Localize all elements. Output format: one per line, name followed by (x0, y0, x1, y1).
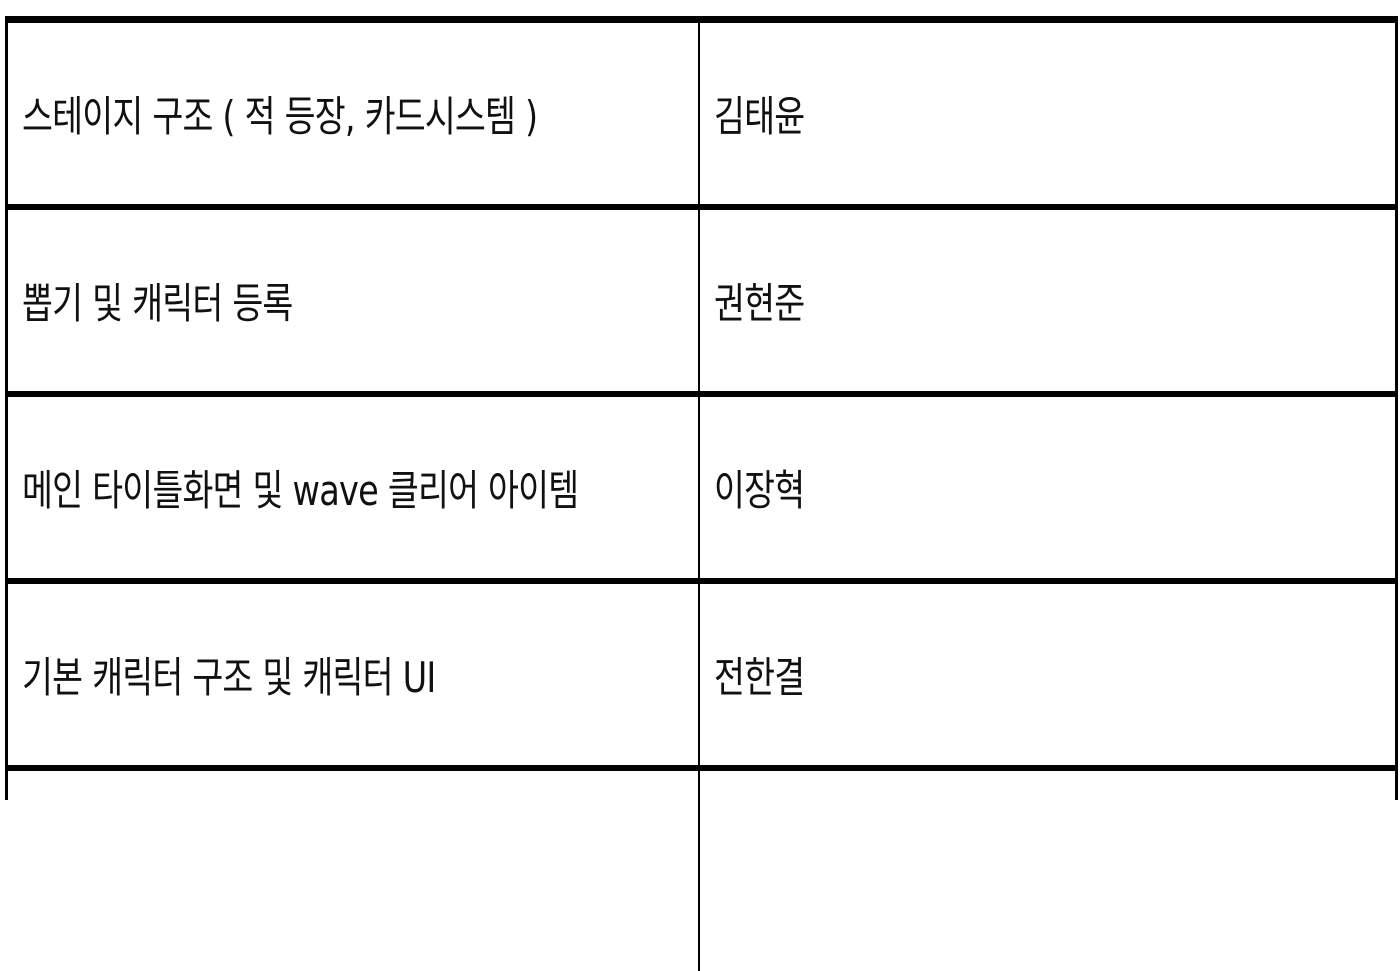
owner-cell: 권현준 (700, 210, 1395, 391)
table-row: 기본 캐릭터 구조 및 캐릭터 UI 전한결 (8, 584, 1395, 771)
table-row (8, 771, 1395, 971)
owner-cell: 김태윤 (700, 23, 1395, 204)
task-label: 스테이지 구조 ( 적 등장, 카드시스템 ) (22, 92, 538, 141)
task-assignment-table: 스테이지 구조 ( 적 등장, 카드시스템 ) 김태윤 뽑기 및 캐릭터 등록 … (5, 16, 1398, 971)
owner-name: 김태윤 (714, 92, 805, 141)
task-cell: 기본 캐릭터 구조 및 캐릭터 UI (8, 584, 700, 765)
task-cell: 메인 타이틀화면 및 wave 클리어 아이템 (8, 397, 700, 578)
owner-cell (700, 771, 1395, 971)
task-label: 메인 타이틀화면 및 wave 클리어 아이템 (22, 466, 579, 515)
owner-cell: 전한결 (700, 584, 1395, 765)
table-row: 메인 타이틀화면 및 wave 클리어 아이템 이장혁 (8, 397, 1395, 584)
task-cell: 뽑기 및 캐릭터 등록 (8, 210, 700, 391)
owner-name: 권현준 (714, 279, 805, 328)
task-cell (8, 771, 700, 971)
owner-name: 이장혁 (714, 466, 805, 515)
task-cell: 스테이지 구조 ( 적 등장, 카드시스템 ) (8, 23, 700, 204)
table-row: 뽑기 및 캐릭터 등록 권현준 (8, 210, 1395, 397)
task-label: 기본 캐릭터 구조 및 캐릭터 UI (22, 653, 436, 702)
owner-cell: 이장혁 (700, 397, 1395, 578)
table-row: 스테이지 구조 ( 적 등장, 카드시스템 ) 김태윤 (8, 23, 1395, 210)
owner-name: 전한결 (714, 653, 805, 702)
task-label: 뽑기 및 캐릭터 등록 (22, 279, 293, 328)
